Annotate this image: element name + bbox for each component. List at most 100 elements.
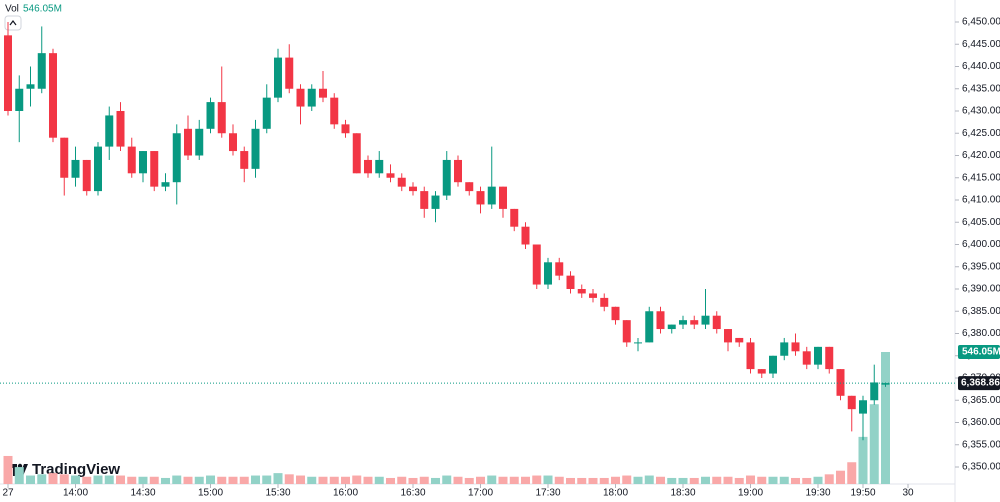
volume-bar (644, 475, 654, 484)
volume-bar (813, 476, 823, 484)
candle-body (667, 324, 676, 330)
candle-body (364, 159, 372, 174)
volume-bar (431, 477, 440, 484)
x-tick-label: 17:00 (468, 488, 493, 499)
candle-body (724, 329, 732, 343)
volume-bar (824, 474, 834, 484)
candle-body (127, 146, 136, 174)
volume-bar (599, 477, 609, 484)
candle-body (26, 84, 35, 89)
x-tick-label: 15:00 (198, 488, 223, 499)
x-tick-label: 17:30 (535, 488, 560, 499)
volume-bar (633, 476, 643, 484)
volume-bar (543, 475, 553, 484)
y-tick-label: 6,420.00 (962, 150, 1000, 161)
volume-bar (847, 462, 857, 484)
candle-body (532, 244, 541, 285)
volume-bar (14, 467, 24, 484)
volume-bar (768, 476, 778, 484)
x-tick-label: 18:00 (603, 488, 628, 499)
candle-body (139, 151, 147, 174)
y-tick-label: 6,385.00 (962, 306, 1000, 317)
candle-body (859, 400, 867, 414)
y-tick-label: 6,380.00 (962, 328, 1000, 339)
candle-body (206, 102, 215, 129)
volume-bar (397, 476, 407, 484)
candle-body (195, 128, 204, 156)
collapse-button[interactable] (4, 15, 22, 31)
volume-bar (779, 476, 789, 484)
volume-bar (656, 476, 665, 484)
candle-body (780, 342, 789, 356)
volume-bar (273, 473, 283, 484)
volume-bar (588, 477, 598, 484)
candle-body (735, 337, 744, 343)
candle-body (701, 315, 710, 325)
candle-body (476, 191, 485, 205)
volume-bar (206, 475, 215, 484)
x-tick-label: 18:30 (670, 488, 695, 499)
y-tick-label: 6,350.00 (962, 462, 1000, 473)
candle-body (611, 306, 620, 321)
candle-body (251, 128, 260, 169)
volume-bar (329, 476, 339, 484)
candle-body (589, 293, 597, 298)
candle-body (397, 177, 406, 187)
candle-body (510, 208, 519, 227)
volume-bar (318, 476, 328, 484)
volume-bar (172, 475, 182, 484)
volume-bar (487, 475, 497, 484)
candle-body (600, 297, 609, 307)
candle-body (420, 191, 429, 209)
y-tick-label: 6,405.00 (962, 217, 1000, 228)
candle-body (375, 159, 384, 174)
x-tick-label: 14:00 (63, 488, 88, 499)
volume-bar (138, 476, 148, 484)
candle-body (240, 151, 249, 169)
candle-body (296, 88, 305, 107)
y-tick-label: 6,430.00 (962, 106, 1000, 117)
volume-bar (577, 477, 587, 484)
candle-body (566, 275, 575, 289)
volume-bar (262, 475, 272, 484)
volume-bar (881, 352, 890, 484)
candle-body (836, 369, 845, 396)
candle-body (634, 342, 642, 344)
x-tick-label: 30 (902, 488, 914, 499)
volume-bar (48, 473, 58, 484)
volume-bar (217, 476, 227, 484)
candle-body (262, 97, 271, 129)
volume-bar (689, 477, 699, 484)
volume-bar (566, 477, 575, 484)
x-tick-label: 16:00 (333, 488, 358, 499)
candle-body (352, 133, 361, 174)
volume-bar (341, 476, 350, 484)
last-price-label: 6,368.86 (961, 378, 1000, 389)
volume-bar (476, 476, 485, 484)
candle-body (60, 137, 69, 178)
y-tick-label: 6,410.00 (962, 195, 1000, 206)
volume-bar (82, 476, 92, 484)
volume-bar (104, 475, 114, 484)
volume-bar (363, 476, 373, 484)
x-tick-label: 14:30 (130, 488, 155, 499)
volume-bar (791, 477, 800, 484)
volume-bar (386, 477, 395, 484)
candle-body (94, 146, 102, 192)
volume-bar (532, 475, 542, 484)
x-tick-label: 19:30 (805, 488, 830, 499)
candle-body (341, 124, 350, 134)
candle-body (442, 159, 451, 196)
candle-body (285, 57, 294, 89)
candle-body (71, 159, 80, 178)
candle-body (116, 111, 125, 147)
volume-bar (161, 477, 170, 484)
candle-body (679, 320, 687, 325)
candle-body (184, 128, 192, 156)
candle-body (746, 342, 755, 370)
candle-body (499, 186, 507, 209)
x-tick-label: 16:30 (400, 488, 425, 499)
candle-body (49, 53, 57, 138)
